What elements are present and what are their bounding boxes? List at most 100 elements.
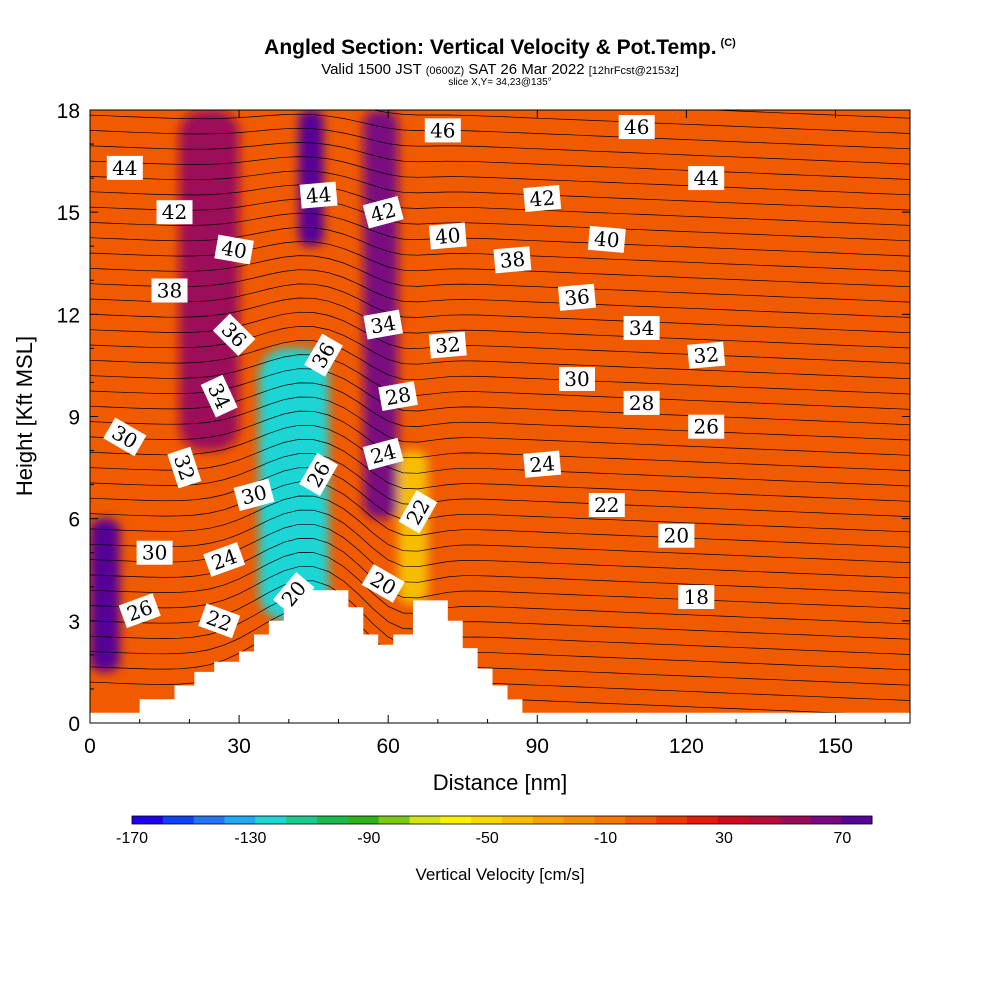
colorbar-swatch [810,816,842,824]
subtitle-part: SAT 26 Mar 2022 [464,61,589,78]
colorbar-swatch [563,816,595,824]
contour-label-text: 26 [693,415,718,439]
isentrope-line [371,110,910,134]
title-tag: (C) [720,37,736,49]
contour-label-text: 46 [430,118,455,142]
colorbar-tick-label: -130 [234,830,266,847]
contour-label-box [559,367,595,391]
isentrope-line [90,396,910,456]
contour-label: 44 [106,155,143,180]
contour-label-box [623,390,660,415]
colorbar-swatch [255,816,287,824]
contour-label: 28 [378,381,418,412]
contour-label-text: 44 [112,156,137,180]
x-tick-label: 0 [84,735,96,758]
contour-label-box [167,446,202,489]
contour-label: 20 [658,523,695,548]
colorbar-tick-label: -10 [594,830,617,847]
terrain [90,590,910,723]
colorbar-swatch [162,816,195,824]
x-tick-label: 150 [818,735,853,758]
y-tick-label: 6 [68,509,80,532]
contour-label-text: 40 [219,236,248,264]
isentrope-line [90,113,910,150]
colorbar-frame [131,815,873,825]
contour-label: 30 [233,478,275,512]
contour-label: 22 [398,490,438,534]
terrain-shape [90,590,910,723]
colorbar-swatch [625,816,657,824]
contour-label-text: 42 [162,200,187,224]
contour-label-box [299,452,338,496]
chart-subtitle: Valid 1500 JST (0600Z) SAT 26 Mar 2022 [… [0,61,1000,78]
x-tick-label: 30 [227,735,250,758]
y-tick-label: 0 [68,713,80,736]
colorbar-swatch [409,816,441,824]
contour-label-text: 28 [629,391,654,415]
contour-label: 44 [299,181,338,209]
contour-label-box [362,437,404,471]
contour-label-text: 36 [563,284,590,310]
contour-label: 38 [493,246,532,274]
isentrope-line [90,170,910,211]
isentrope-line [90,439,910,502]
contour-label: 42 [362,195,404,229]
y-tick-label: 15 [57,202,80,225]
velocity-feature [298,110,324,247]
colorbar-swatch [378,816,410,824]
velocity-feature [90,518,120,672]
contour-label-box [363,309,404,340]
contour-label: 26 [688,414,725,439]
colorbar-swatch [717,816,750,824]
contour-label-text: 30 [564,367,589,391]
isentrope-line [90,184,910,226]
contour-label-box [523,450,562,478]
contour-label: 22 [588,493,625,517]
isentrope-line [90,156,910,196]
contour-label: 34 [363,309,404,340]
contour-label: 36 [558,283,596,311]
y-tick-label: 18 [57,100,80,123]
contour-label: 38 [151,278,188,303]
isentrope-line [90,424,910,487]
contour-label-box [398,490,438,534]
contour-label: 46 [618,115,655,139]
isentrope-line [90,566,910,640]
y-tick-label: 3 [68,611,80,634]
isentrope-line [90,127,910,165]
isentrope-line [90,467,910,533]
contour-label-box [523,184,562,213]
contour-label-box [106,155,143,180]
contour-label: 30 [136,540,173,565]
isentrope-line [90,509,910,579]
contour-label-box [588,493,625,517]
contour-label-text: 24 [528,451,555,477]
colorbar-swatch [687,816,719,824]
contour-label-box [618,115,655,139]
contour-label-box [688,166,725,191]
contour-label-box [203,542,246,577]
colorbar-swatch [317,816,349,824]
contour-label-text: 44 [305,182,332,208]
isentrope-line [90,340,910,395]
isentrope-line [90,495,910,563]
contour-label-box [273,572,315,616]
contour-label: 24 [523,450,562,478]
contour-label-text: 40 [434,223,461,249]
colorbar-tick-label: 70 [834,830,852,847]
contour-label-text: 34 [629,316,654,340]
isentrope-line [90,297,910,349]
isentrope-line [90,552,910,625]
isentrope-line [90,481,910,548]
colorbar-swatch [286,816,318,824]
contour-label-text: 28 [383,382,412,410]
chart-title: Angled Section: Vertical Velocity & Pot.… [264,36,736,59]
contour-label: 46 [424,118,461,143]
contour-label: 42 [523,184,562,213]
isentrope-line [702,110,910,119]
contour-label-box [678,585,715,609]
contour-label-box [200,374,238,418]
contour-label-box [156,200,193,225]
subtitle-part: [12hrFcst@2153z] [588,65,679,77]
isentrope-line [90,354,910,410]
